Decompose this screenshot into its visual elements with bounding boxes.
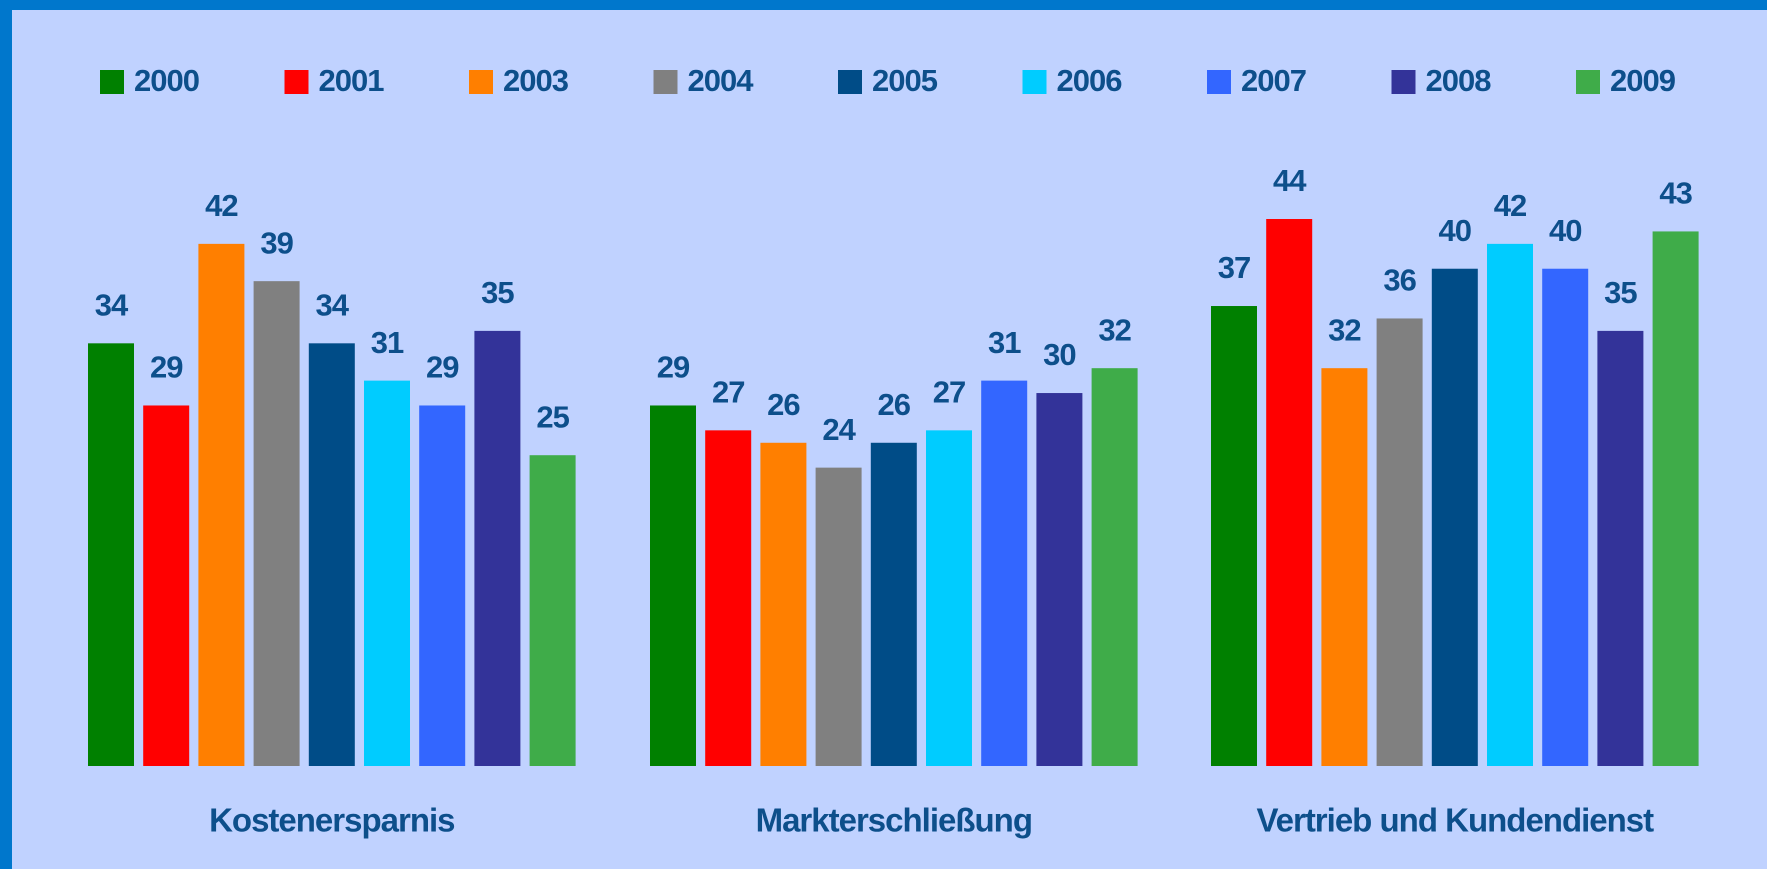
data-label: 44 (1273, 163, 1307, 198)
bar (474, 330, 521, 766)
bar (88, 343, 134, 766)
legend-swatch (1207, 70, 1231, 94)
data-label: 36 (1383, 263, 1416, 298)
x-tick-label: Vertrieb und Kundendienst (1256, 802, 1654, 839)
legend-label: 2001 (319, 63, 385, 98)
data-label: 27 (933, 375, 965, 410)
data-label: 26 (767, 387, 800, 422)
data-label: 42 (1494, 188, 1526, 223)
bar (1542, 268, 1589, 766)
data-label: 39 (260, 225, 293, 260)
bar (529, 455, 576, 766)
data-label: 29 (657, 350, 690, 385)
data-label: 32 (1098, 312, 1130, 347)
data-label: 34 (95, 288, 129, 323)
bar (1652, 231, 1699, 766)
bar (308, 343, 355, 766)
legend-swatch (1022, 70, 1047, 94)
bar (870, 442, 917, 766)
legend-swatch (838, 70, 862, 94)
bar (705, 430, 752, 766)
data-label: 26 (878, 387, 911, 422)
data-label: 30 (1043, 337, 1075, 372)
bar (364, 380, 410, 766)
legend-label: 2006 (1057, 63, 1123, 98)
bar (253, 281, 300, 766)
bar (419, 405, 466, 766)
legend-swatch (100, 70, 124, 94)
data-label: 29 (426, 350, 459, 385)
data-label: 29 (150, 350, 183, 385)
data-label: 31 (371, 325, 404, 360)
legend-swatch (469, 70, 493, 94)
bar (1597, 330, 1644, 766)
data-label: 40 (1549, 213, 1581, 248)
data-label: 35 (1604, 275, 1637, 310)
legend-label: 2007 (1241, 63, 1306, 98)
bar (1321, 368, 1368, 766)
bar (1211, 306, 1257, 766)
legend-swatch (284, 70, 309, 94)
legend-swatch (1391, 70, 1416, 94)
bar (650, 405, 696, 766)
data-label: 40 (1439, 213, 1471, 248)
legend-label: 2003 (503, 63, 569, 98)
legend-swatch (653, 70, 678, 94)
legend-label: 2000 (134, 63, 199, 98)
bar (926, 430, 972, 766)
bar (1431, 268, 1478, 766)
legend-label: 2004 (688, 63, 755, 98)
bar (760, 442, 807, 766)
data-label: 31 (988, 325, 1021, 360)
data-label: 43 (1659, 176, 1692, 211)
data-label: 27 (712, 375, 744, 410)
legend-label: 2005 (872, 63, 938, 98)
bar (1036, 393, 1083, 766)
data-label: 24 (822, 412, 856, 447)
data-label: 37 (1218, 250, 1250, 285)
bar (198, 243, 245, 766)
data-label: 35 (481, 275, 514, 310)
data-label: 34 (316, 288, 350, 323)
bar (1091, 368, 1138, 766)
x-tick-label: Kostenersparnis (209, 802, 454, 839)
data-label: 25 (536, 399, 569, 434)
legend-label: 2009 (1610, 63, 1676, 98)
data-label: 42 (205, 188, 237, 223)
data-label: 32 (1328, 312, 1360, 347)
bar (1487, 243, 1533, 766)
bar (1376, 318, 1423, 766)
legend-label: 2008 (1426, 63, 1492, 98)
bar (815, 467, 862, 766)
bar (981, 380, 1028, 766)
legend-swatch (1576, 70, 1600, 94)
bar (143, 405, 190, 766)
bar (1266, 219, 1313, 766)
x-tick-label: Markterschließung (756, 802, 1032, 839)
